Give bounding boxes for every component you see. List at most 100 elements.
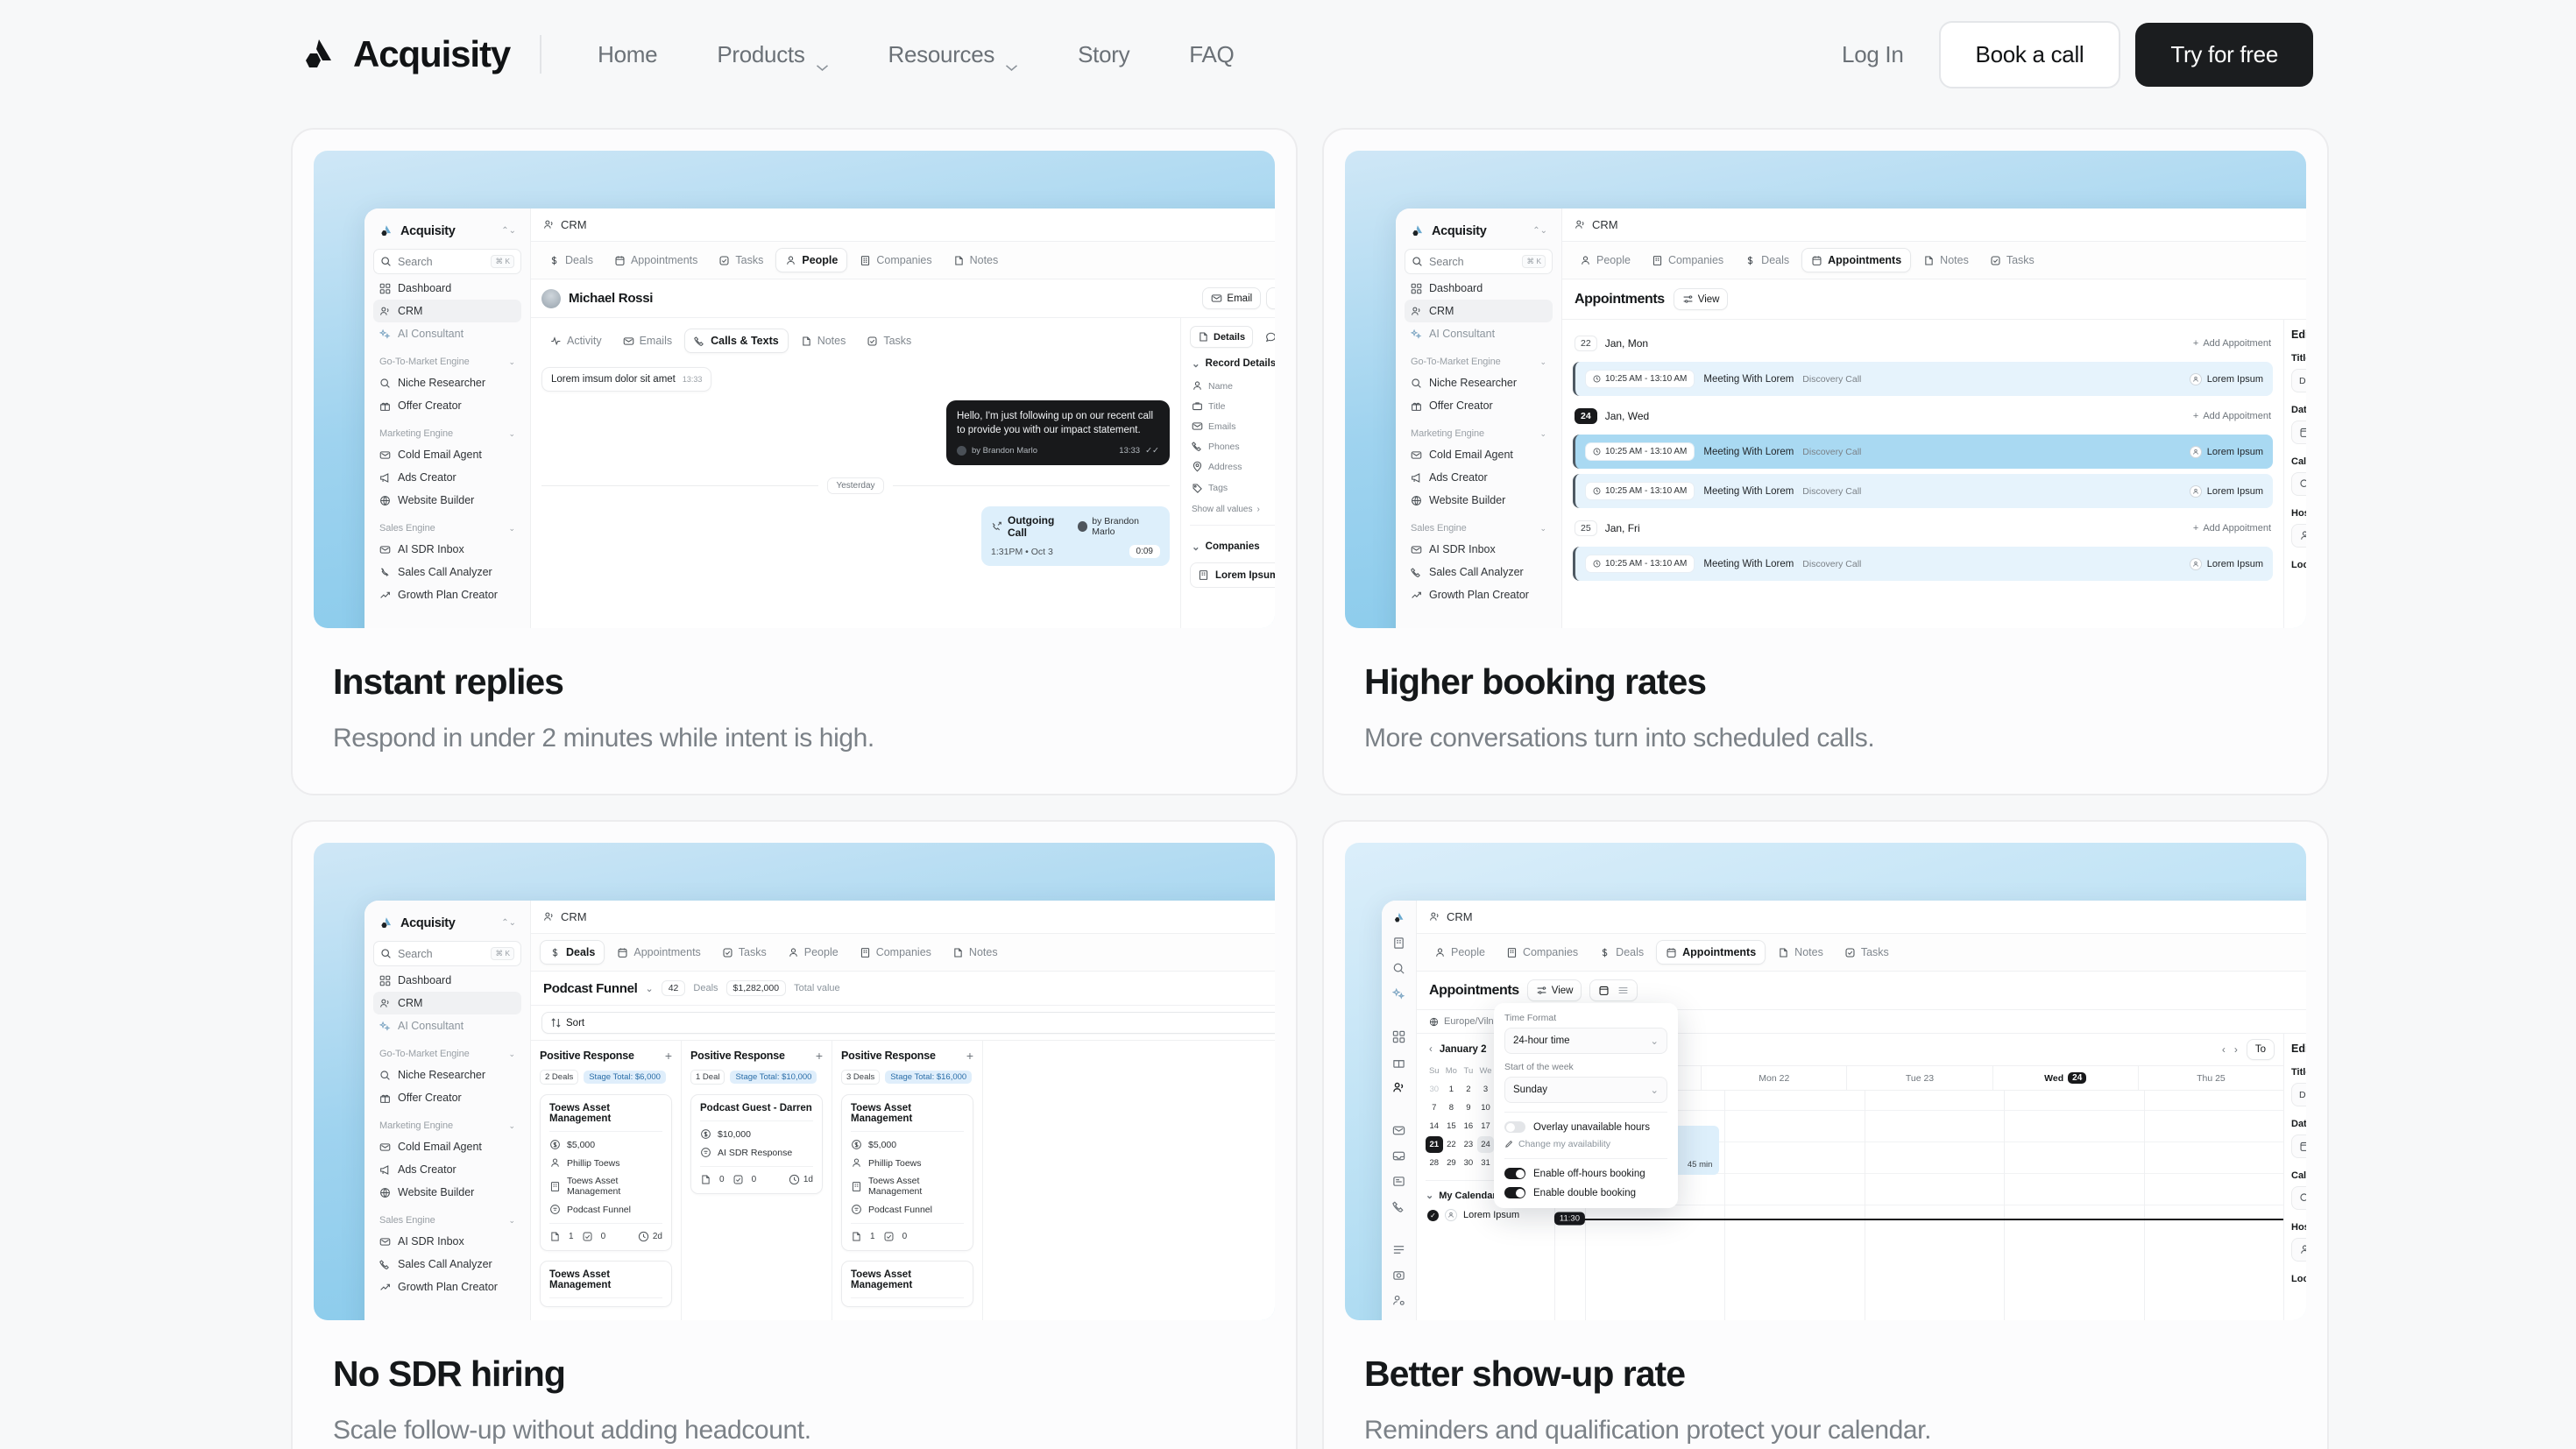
mini-day[interactable]: 2 — [1466, 1085, 1471, 1094]
search-icon[interactable] — [1392, 962, 1405, 975]
subtab-emails[interactable]: Emails — [614, 329, 682, 352]
week-day-header[interactable]: Tue 23 — [1846, 1066, 1992, 1090]
phone-icon[interactable] — [1392, 1200, 1405, 1213]
nav-link-resources[interactable]: Resources — [859, 41, 1049, 71]
nav-link-home[interactable]: Home — [568, 41, 687, 68]
mini-day[interactable]: 29 — [1447, 1158, 1456, 1168]
edit-field-title[interactable]: Di — [2291, 1083, 2306, 1106]
gift-icon[interactable] — [1392, 1056, 1405, 1069]
sidebar-item-ai-sdr-inbox[interactable]: AI SDR Inbox — [373, 538, 521, 561]
call-log-card[interactable]: Outgoing Call by Brandon Marlo 1:31PM • … — [981, 506, 1170, 567]
mini-day[interactable]: 23 — [1463, 1140, 1474, 1149]
offhours-booking-toggle[interactable] — [1504, 1168, 1525, 1179]
add-deal-button[interactable]: + — [815, 1049, 823, 1063]
camera-icon[interactable] — [1392, 1269, 1405, 1282]
sidebar-group-sales[interactable]: Sales Engine ⌄ — [1405, 512, 1553, 538]
time-format-select[interactable]: 24-hour time ⌄ — [1504, 1028, 1667, 1054]
edit-field-title[interactable]: Di — [2291, 369, 2306, 392]
next-week-button[interactable]: › — [2233, 1043, 2238, 1056]
login-link[interactable]: Log In — [1842, 40, 1904, 67]
add-appointment-button[interactable]: + Add Appoitment — [2193, 523, 2271, 534]
sidebar-item-growth-plan-creator[interactable]: Growth Plan Creator — [1405, 583, 1553, 606]
brand[interactable]: Acquisity — [298, 33, 511, 75]
prev-week-button[interactable]: ‹ — [2221, 1043, 2226, 1056]
sidebar-item-niche-researcher[interactable]: Niche Researcher — [1405, 371, 1553, 394]
deal-card[interactable]: Toews Asset Management $5,000 Phillip To… — [540, 1094, 672, 1251]
day-column[interactable] — [1724, 1091, 1865, 1320]
mini-day[interactable]: 31 — [1481, 1158, 1490, 1168]
mini-day[interactable]: 30 — [1429, 1085, 1440, 1094]
checkbox-checked-icon[interactable]: ✓ — [1427, 1209, 1439, 1221]
mini-day[interactable]: 8 — [1448, 1103, 1454, 1113]
details-tab-chat[interactable]: C — [1258, 327, 1275, 347]
today-button[interactable]: To — [2246, 1039, 2275, 1060]
tab-people[interactable]: People — [1426, 941, 1494, 964]
week-day-header[interactable]: Thu 25 — [2137, 1066, 2283, 1090]
sidebar-item-growth-plan-creator[interactable]: Growth Plan Creator — [373, 1276, 521, 1298]
dashboard-icon[interactable] — [1392, 1030, 1405, 1043]
sidebar-group-gtm[interactable]: Go-To-Market Engine ⌄ — [373, 1037, 521, 1064]
building-icon[interactable] — [1392, 937, 1405, 950]
calendar-icon[interactable] — [1598, 985, 1610, 996]
day-column[interactable] — [1864, 1091, 2005, 1320]
deal-card[interactable]: Toews Asset Management $5,000 Phillip To… — [841, 1094, 973, 1251]
tab-appointments[interactable]: Appointments — [605, 249, 706, 272]
people-icon[interactable] — [1392, 1081, 1405, 1094]
week-start-select[interactable]: Sunday ⌄ — [1504, 1077, 1667, 1103]
mini-day[interactable]: 9 — [1466, 1103, 1471, 1113]
add-appointment-button[interactable]: + Add Appoitment — [2193, 338, 2271, 349]
sidebar-item-sales-call-analyzer[interactable]: Sales Call Analyzer — [373, 1253, 521, 1276]
appointment-row[interactable]: 10:25 AM - 13:10 AM Meeting With Lorem D… — [1573, 362, 2273, 396]
tab-companies[interactable]: Companies — [1643, 249, 1732, 272]
sidebar-item-cold-email-agent[interactable]: Cold Email Agent — [373, 443, 521, 466]
week-day-header[interactable]: Mon 22 — [1701, 1066, 1846, 1090]
sidebar-item-dashboard[interactable]: Dashboard — [373, 277, 521, 300]
search-input[interactable]: Search ⌘ K — [1405, 249, 1553, 274]
sidebar-group-marketing[interactable]: Marketing Engine ⌄ — [1405, 417, 1553, 443]
sidebar-item-offer-creator[interactable]: Offer Creator — [373, 394, 521, 417]
mini-day[interactable]: 30 — [1463, 1158, 1474, 1168]
inbox-icon[interactable] — [1392, 1149, 1405, 1163]
sidebar-item-website-builder[interactable]: Website Builder — [1405, 489, 1553, 512]
week-day-header-today[interactable]: Wed 24 — [1992, 1066, 2138, 1090]
company-chip[interactable]: Lorem Ipsum — [1190, 562, 1275, 588]
sidebar-header[interactable]: Acquisity ⌃⌄ — [373, 219, 521, 249]
email-button[interactable]: Email — [1202, 287, 1262, 309]
sort-button[interactable]: Sort — [541, 1012, 1275, 1034]
tab-appointments[interactable]: Appointments — [1656, 940, 1766, 965]
timezone-bar[interactable]: Europe/Vilnius — [1417, 1010, 2306, 1034]
mini-day[interactable]: 17 — [1481, 1121, 1490, 1131]
nav-link-faq[interactable]: FAQ — [1159, 41, 1263, 68]
mini-day-selected[interactable]: 21 — [1426, 1136, 1443, 1153]
sidebar-group-marketing[interactable]: Marketing Engine ⌄ — [373, 1109, 521, 1135]
acquisity-logo-icon[interactable] — [1392, 911, 1405, 924]
mini-day[interactable]: 22 — [1447, 1140, 1456, 1149]
mini-day[interactable]: 7 — [1432, 1103, 1437, 1113]
edit-field-date[interactable] — [2291, 421, 2306, 444]
mini-day[interactable]: 10 — [1481, 1103, 1490, 1113]
megaphone-icon[interactable] — [1392, 1175, 1405, 1188]
add-deal-button[interactable]: + — [664, 1049, 672, 1063]
tab-companies[interactable]: Companies — [851, 249, 940, 272]
sidebar-item-offer-creator[interactable]: Offer Creator — [373, 1086, 521, 1109]
sidebar-item-website-builder[interactable]: Website Builder — [373, 489, 521, 512]
sidebar-item-sales-call-analyzer[interactable]: Sales Call Analyzer — [373, 561, 521, 583]
tab-people[interactable]: People — [775, 248, 848, 272]
tab-deals[interactable]: Deals — [1590, 941, 1652, 964]
sparkle-icon[interactable] — [1392, 987, 1405, 1000]
tab-notes[interactable]: Notes — [945, 249, 1008, 272]
chevron-down-icon[interactable]: ⌄ — [645, 983, 654, 994]
tab-tasks[interactable]: Tasks — [1836, 941, 1898, 964]
mini-day[interactable]: 16 — [1463, 1121, 1474, 1131]
tab-appointments[interactable]: Appointments — [1801, 248, 1912, 272]
list-icon[interactable] — [1617, 985, 1629, 996]
appointment-row[interactable]: 10:25 AM - 13:10 AM Meeting With Lorem D… — [1573, 435, 2273, 469]
sidebar-item-ads-creator[interactable]: Ads Creator — [373, 466, 521, 489]
edit-field-host[interactable] — [2291, 524, 2306, 548]
tab-notes[interactable]: Notes — [1914, 249, 1978, 272]
sidebar-header[interactable]: Acquisity ⌃⌄ — [1405, 219, 1553, 249]
appointment-row[interactable]: 10:25 AM - 13:10 AM Meeting With Lorem D… — [1573, 474, 2273, 508]
subtab-notes[interactable]: Notes — [792, 329, 855, 352]
book-a-call-button[interactable]: Book a call — [1938, 20, 2121, 88]
sidebar-item-crm[interactable]: CRM — [373, 992, 521, 1014]
